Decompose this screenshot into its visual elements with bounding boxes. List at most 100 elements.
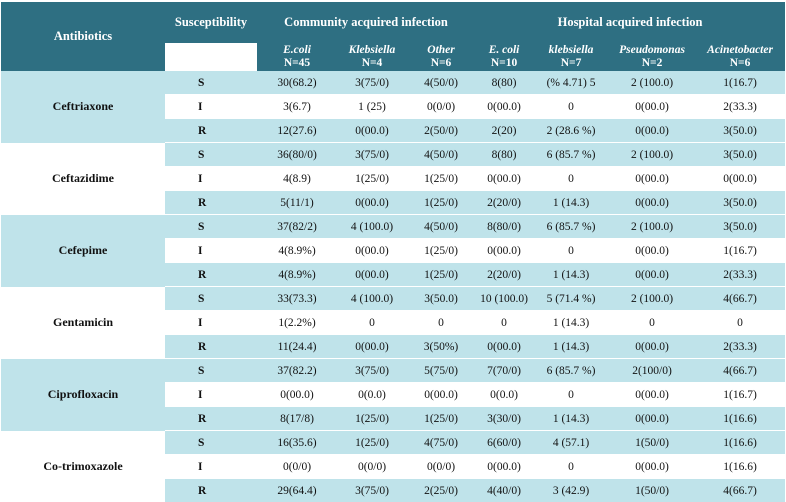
table-cell: 0 xyxy=(609,311,695,335)
table-cell: 8(80) xyxy=(475,143,533,167)
organism-count: N=10 xyxy=(475,57,533,70)
susceptibility-header: Susceptibility xyxy=(165,2,257,43)
organism-name: Acinetobacter xyxy=(695,44,785,57)
table-cell: 1 (14.3) xyxy=(533,335,609,359)
table-cell: 0 xyxy=(533,383,609,407)
susceptibility-code: R xyxy=(165,407,257,431)
table-cell: 1(25/0) xyxy=(407,407,475,431)
table-cell: 0(00.0) xyxy=(609,119,695,143)
susceptibility-code: I xyxy=(165,95,257,119)
antibiotic-name: Co-trimoxazole xyxy=(1,431,165,502)
table-cell: 2 (100.0) xyxy=(609,143,695,167)
table-cell: 5(75/0) xyxy=(407,359,475,383)
susceptibility-code: R xyxy=(165,119,257,143)
table-cell: 2(50/0) xyxy=(407,119,475,143)
susceptibility-code: I xyxy=(165,311,257,335)
table-cell: 4 (57.1) xyxy=(533,431,609,455)
table-cell: 0(00.0) xyxy=(609,95,695,119)
antibiotics-header: Antibiotics xyxy=(1,2,165,71)
susceptibility-code: S xyxy=(165,359,257,383)
table-cell: 3(75/0) xyxy=(337,479,407,502)
susceptibility-code: R xyxy=(165,191,257,215)
organism-count: N=7 xyxy=(533,57,609,70)
susceptibility-code: S xyxy=(165,143,257,167)
table-cell: 1(25/0) xyxy=(407,239,475,263)
table-cell: 16(35.6) xyxy=(257,431,337,455)
table-cell: 4(40/0) xyxy=(475,479,533,502)
antibiotic-name: Ceftazidime xyxy=(1,143,165,215)
table-cell: 3(50.0) xyxy=(695,215,785,239)
table-cell: 1 (25) xyxy=(337,95,407,119)
table-cell: 3(6.7) xyxy=(257,95,337,119)
table-cell: 1(16.6) xyxy=(695,407,785,431)
table-cell: 1(25/0) xyxy=(337,167,407,191)
table-cell: 1(16.7) xyxy=(695,383,785,407)
table-cell: 2(33.3) xyxy=(695,95,785,119)
antibiotic-name: Cefepime xyxy=(1,215,165,287)
antibiotic-name: Gentamicin xyxy=(1,287,165,359)
table-cell: 1 (14.3) xyxy=(533,311,609,335)
table-cell: 1 (14.3) xyxy=(533,191,609,215)
table-cell: 0 xyxy=(533,455,609,479)
table-cell: 0 xyxy=(533,95,609,119)
table-cell: 2 (28.6 %) xyxy=(533,119,609,143)
table-cell: 0 xyxy=(475,311,533,335)
community-acquired-header: Community acquired infection xyxy=(257,2,475,43)
table-cell: 0 xyxy=(533,239,609,263)
table-cell: 0(00.0) xyxy=(609,167,695,191)
table-cell: 3(50%) xyxy=(407,335,475,359)
table-cell: 1 (14.3) xyxy=(533,263,609,287)
organism-count: N=45 xyxy=(257,57,337,70)
table-cell: 0(00.0) xyxy=(609,191,695,215)
table-cell: 2 (100.0) xyxy=(609,71,695,95)
table-cell: 3(50.0) xyxy=(695,143,785,167)
table-cell: 2(20/0) xyxy=(475,191,533,215)
table-cell: 0(00.0) xyxy=(337,191,407,215)
antibiotic-name: Ceftriaxone xyxy=(1,71,165,143)
susceptibility-code: S xyxy=(165,431,257,455)
susceptibility-code: S xyxy=(165,215,257,239)
table-cell: 2(100/0) xyxy=(609,359,695,383)
table-cell: 0 xyxy=(337,311,407,335)
table-cell: 1(2.2%) xyxy=(257,311,337,335)
table-cell: 30(68.2) xyxy=(257,71,337,95)
table-cell: 5 (71.4 %) xyxy=(533,287,609,311)
table-cell: 0(00.0) xyxy=(407,383,475,407)
organism-name: Pseudomonas xyxy=(609,44,695,57)
table-cell: 0 xyxy=(533,167,609,191)
table-cell: 2(25/0) xyxy=(407,479,475,502)
table-cell: 12(27.6) xyxy=(257,119,337,143)
table-cell: 0(0/0) xyxy=(337,455,407,479)
hospital-acquired-header: Hospital acquired infection xyxy=(475,2,785,43)
table-cell: 1(16.7) xyxy=(695,239,785,263)
table-cell: 0(0.0) xyxy=(337,383,407,407)
organism-count: N=6 xyxy=(695,57,785,70)
table-cell: 6 (85.7 %) xyxy=(533,215,609,239)
table-cell: 36(80/0) xyxy=(257,143,337,167)
table-cell: 0(00.0) xyxy=(475,95,533,119)
table-cell: 3(75/0) xyxy=(337,143,407,167)
table-cell: 0(00.0) xyxy=(695,167,785,191)
table-cell: 1(25/0) xyxy=(407,167,475,191)
table-cell: 6 (85.7 %) xyxy=(533,143,609,167)
table-cell: 2 (100.0) xyxy=(609,215,695,239)
organism-name: Klebsiella xyxy=(337,44,407,57)
table-cell: 1(16.7) xyxy=(695,71,785,95)
susceptibility-code: R xyxy=(165,335,257,359)
table-cell: 1(25/0) xyxy=(407,263,475,287)
table-cell: 6 (85.7 %) xyxy=(533,359,609,383)
table-cell: 0(00.0) xyxy=(337,335,407,359)
table-cell: 1(25/0) xyxy=(337,431,407,455)
table-cell: 3 (42.9) xyxy=(533,479,609,502)
table-cell: 8(80) xyxy=(475,71,533,95)
susceptibility-code: I xyxy=(165,167,257,191)
table-cell: 3(50.0) xyxy=(695,119,785,143)
